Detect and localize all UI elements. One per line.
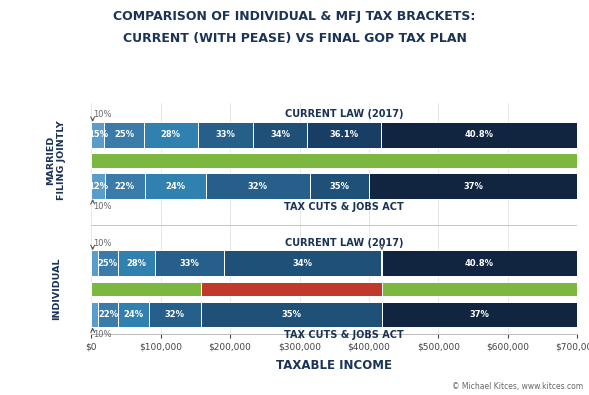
Bar	[310, 173, 369, 199]
Bar	[206, 173, 310, 199]
Text: TAX CUTS & JOBS ACT: TAX CUTS & JOBS ACT	[284, 330, 404, 340]
Text: 34%: 34%	[270, 130, 290, 139]
Text: COMPARISON OF INDIVIDUAL & MFJ TAX BRACKETS:: COMPARISON OF INDIVIDUAL & MFJ TAX BRACK…	[113, 10, 476, 23]
Text: 12%: 12%	[88, 182, 108, 191]
Bar	[380, 122, 577, 148]
Text: 33%: 33%	[180, 259, 200, 268]
Text: 37%: 37%	[463, 182, 483, 191]
Text: 28%: 28%	[161, 130, 181, 139]
Bar	[253, 122, 307, 148]
Bar	[91, 173, 104, 199]
Text: 25%: 25%	[114, 130, 134, 139]
Bar	[382, 302, 577, 327]
Text: INDIVIDUAL: INDIVIDUAL	[52, 258, 61, 320]
Text: 22%: 22%	[115, 182, 135, 191]
Text: 22%: 22%	[98, 310, 118, 319]
Text: 15%: 15%	[88, 130, 108, 139]
Text: 24%: 24%	[166, 182, 186, 191]
Text: 32%: 32%	[248, 182, 268, 191]
Bar	[118, 250, 155, 276]
Bar	[118, 302, 148, 327]
Text: MARRIED
FILING JOINTLY: MARRIED FILING JOINTLY	[47, 120, 66, 200]
Text: 40.8%: 40.8%	[464, 130, 494, 139]
Text: 10%: 10%	[92, 201, 111, 211]
Bar	[104, 173, 145, 199]
Bar	[98, 302, 118, 327]
Bar	[155, 250, 224, 276]
Bar	[201, 302, 382, 327]
Text: CURRENT (WITH PEASE) VS FINAL GOP TAX PLAN: CURRENT (WITH PEASE) VS FINAL GOP TAX PL…	[123, 32, 466, 45]
Bar	[145, 173, 206, 199]
Text: 24%: 24%	[123, 310, 144, 319]
Text: 25%: 25%	[98, 259, 118, 268]
Bar	[369, 173, 577, 199]
Text: 10%: 10%	[92, 110, 111, 119]
Bar	[91, 250, 98, 276]
Bar	[197, 122, 253, 148]
Bar	[104, 122, 144, 148]
Bar	[224, 250, 380, 276]
Text: 40.8%: 40.8%	[465, 259, 494, 268]
Text: CURRENT LAW (2017): CURRENT LAW (2017)	[284, 109, 403, 119]
Text: 35%: 35%	[281, 310, 301, 319]
Text: 10%: 10%	[92, 330, 111, 339]
Text: 10%: 10%	[92, 239, 111, 248]
Text: 34%: 34%	[293, 259, 312, 268]
Text: 37%: 37%	[469, 310, 489, 319]
Text: 36.1%: 36.1%	[329, 130, 359, 139]
Text: 32%: 32%	[164, 310, 184, 319]
Text: TAX CUTS & JOBS ACT: TAX CUTS & JOBS ACT	[284, 201, 404, 212]
Bar	[98, 250, 118, 276]
Bar	[307, 122, 380, 148]
Bar	[382, 282, 577, 296]
Text: 28%: 28%	[127, 259, 146, 268]
Text: 35%: 35%	[329, 182, 349, 191]
Bar	[91, 302, 98, 327]
Bar	[382, 250, 577, 276]
Bar	[91, 153, 577, 167]
Bar	[380, 250, 382, 276]
Bar	[91, 122, 104, 148]
Bar	[144, 122, 197, 148]
Text: 33%: 33%	[216, 130, 236, 139]
X-axis label: TAXABLE INCOME: TAXABLE INCOME	[276, 359, 392, 372]
Bar	[148, 302, 201, 327]
Bar	[201, 282, 382, 296]
Bar	[91, 282, 201, 296]
Text: CURRENT LAW (2017): CURRENT LAW (2017)	[284, 238, 403, 248]
Text: © Michael Kitces, www.kitces.com: © Michael Kitces, www.kitces.com	[452, 382, 583, 391]
